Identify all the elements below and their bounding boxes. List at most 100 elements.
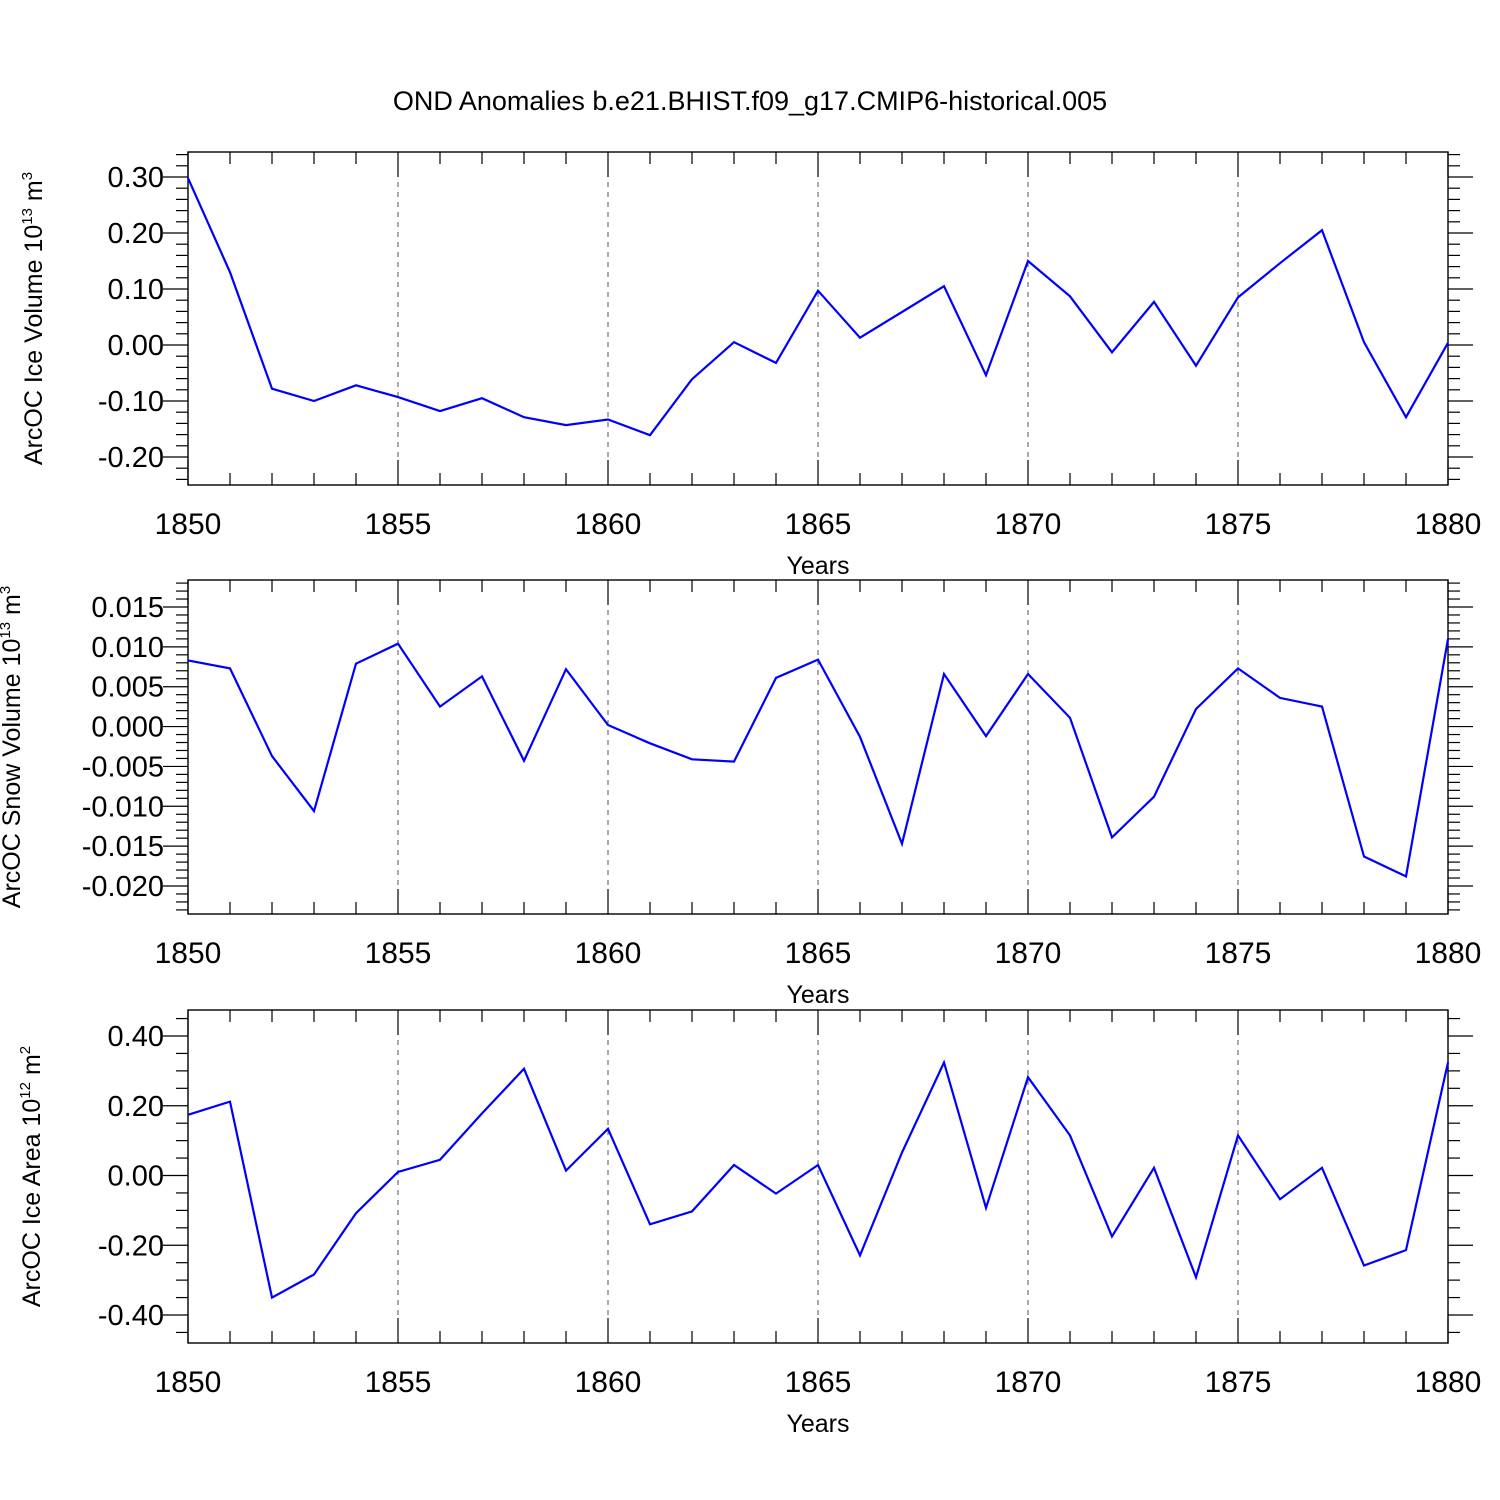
data-point [397,1171,399,1173]
y-axis-label: ArcOC Snow Volume 1013 m3 [0,586,26,908]
x-tick-label: 1855 [365,508,432,541]
x-tick-label: 1870 [995,1366,1062,1399]
x-tick-label: 1875 [1205,508,1272,541]
data-point [565,668,567,670]
y-axis-label-main: ArcOC Ice Volume 10 [20,225,48,465]
x-tick-label: 1880 [1415,937,1482,970]
data-point [691,758,693,760]
y-axis-label-unit: m [18,1054,46,1082]
data-point [397,643,399,645]
x-tick-label: 1850 [155,508,222,541]
data-point [901,311,903,313]
y-axis-label-unit: m [0,594,26,622]
data-point [523,416,525,418]
y-tick-label: -0.10 [98,386,164,418]
y-axis-label: ArcOC Ice Area 1012 m2 [17,1046,46,1307]
data-point [859,736,861,738]
data-point [901,1151,903,1153]
x-tick-label: 1865 [785,508,852,541]
data-point [901,843,903,845]
data-point [1195,1276,1197,1278]
data-point [985,735,987,737]
data-point [1363,341,1365,343]
y-tick-label: 0.000 [91,712,164,744]
data-point [187,659,189,661]
y-tick-label: 0.30 [108,162,164,194]
data-point [1111,351,1113,353]
y-axis-label-unit: m [20,180,48,208]
data-point [1195,708,1197,710]
data-point [1111,1236,1113,1238]
y-tick-label: -0.40 [98,1300,164,1332]
data-point [1027,260,1029,262]
data-point [397,396,399,398]
y-axis-label-main: ArcOC Ice Area 10 [18,1099,46,1307]
y-tick-label: -0.20 [98,1230,164,1262]
data-point [565,424,567,426]
data-point [1153,301,1155,303]
data-point [649,1223,651,1225]
data-point [1237,296,1239,298]
data-point [229,667,231,669]
data-point [817,290,819,292]
y-axis-label-exp: 13 [19,208,36,225]
y-axis-label-unit-exp: 3 [19,172,36,180]
data-point [1363,856,1365,858]
data-point [1447,1062,1449,1064]
data-point [481,397,483,399]
data-point [1069,717,1071,719]
data-point [1237,667,1239,669]
series-line [187,1059,1450,1300]
x-axis-label: Years [786,981,849,1009]
data-point [607,724,609,726]
y-tick-label: 0.40 [108,1021,164,1053]
x-axis-label: Years [786,552,849,580]
x-tick-label: 1875 [1205,1366,1272,1399]
data-point [1195,365,1197,367]
data-point [313,810,315,812]
data-point [859,337,861,339]
data-point [523,760,525,762]
y-tick-label: -0.020 [82,871,164,903]
data-point [733,341,735,343]
x-tick-label: 1875 [1205,937,1272,970]
data-point [985,374,987,376]
data-point [1405,416,1407,418]
panel-1: 1850 1855 1860 1865 1870 1875 1880 0.30 0.20 0.10… [19,151,1481,580]
data-point [313,1274,315,1276]
y-axis-label-main: ArcOC Snow Volume 10 [0,639,26,909]
data-point [1447,342,1449,344]
data-point [229,1101,231,1103]
data-point [1153,796,1155,798]
data-point [271,1297,273,1299]
data-point [943,1062,945,1064]
y-tick-label: 0.10 [108,274,164,306]
data-point [817,659,819,661]
x-tick-label: 1855 [365,1366,432,1399]
data-point [1321,1167,1323,1169]
y-tick-label: -0.005 [82,751,164,783]
data-point [355,1212,357,1214]
data-point [1363,1264,1365,1266]
x-tick-label: 1865 [785,937,852,970]
data-point [439,706,441,708]
data-point [1027,673,1029,675]
data-point [355,384,357,386]
y-axis-label: ArcOC Ice Volume 1013 m3 [19,172,48,465]
data-point [775,362,777,364]
data-point [481,1112,483,1114]
data-point [187,177,189,179]
data-point [817,1164,819,1166]
x-tick-label: 1870 [995,937,1062,970]
data-point [1405,875,1407,877]
y-axis-label-exp: 12 [17,1082,34,1099]
data-point [565,1170,567,1172]
data-point [943,285,945,287]
data-point [1069,295,1071,297]
data-point [187,1114,189,1116]
panel-3: 1850 1855 1860 1865 1870 1875 1880 0.40 0.20 0.00… [17,1009,1481,1438]
data-point [1069,1134,1071,1136]
x-tick-label: 1865 [785,1366,852,1399]
data-point [733,761,735,763]
